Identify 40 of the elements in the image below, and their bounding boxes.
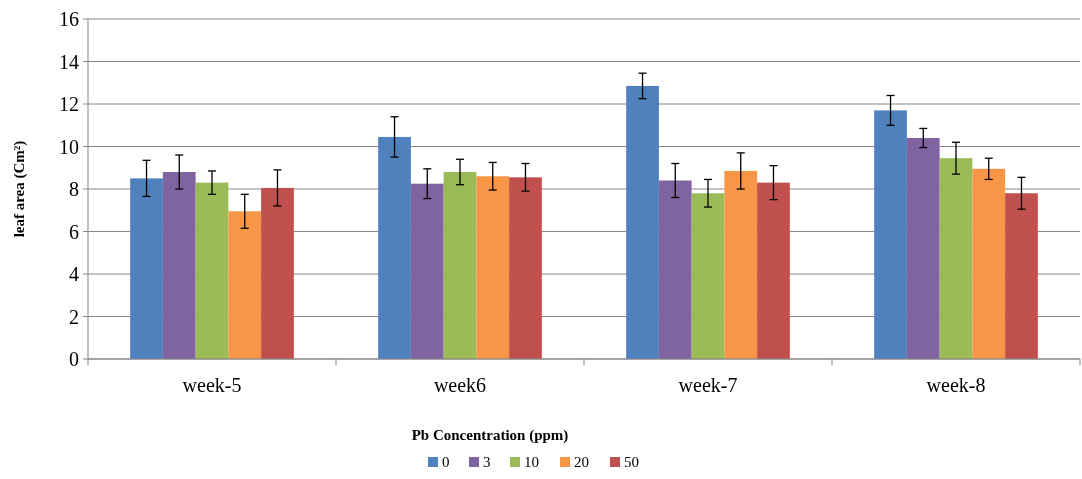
legend-label: 10 <box>524 454 539 471</box>
legend-label: 20 <box>574 454 589 471</box>
bar <box>162 172 196 359</box>
x-tick-label: week-5 <box>182 374 242 396</box>
bar <box>261 187 294 359</box>
bar <box>228 211 262 359</box>
y-axis-title: leaf area (Cm²) <box>11 140 28 238</box>
x-tick-label: week6 <box>433 374 487 396</box>
bar <box>757 182 790 359</box>
x-tick-label: week-7 <box>678 374 738 396</box>
bar <box>476 176 510 359</box>
bar <box>509 177 542 359</box>
bar <box>939 158 973 359</box>
bar <box>410 183 444 359</box>
y-tick-label: 14 <box>59 50 79 73</box>
y-tick-label: 0 <box>69 348 79 370</box>
x-axis-title: Pb Concentration (ppm) <box>411 427 569 444</box>
y-tick-label: 8 <box>69 178 79 200</box>
y-tick-label: 4 <box>69 263 79 285</box>
bar <box>443 172 477 359</box>
y-tick-label: 12 <box>59 93 79 115</box>
bar <box>195 182 229 359</box>
y-tick-label: 6 <box>69 220 79 243</box>
bar <box>724 170 758 359</box>
bar <box>378 136 411 359</box>
bar <box>658 180 692 359</box>
x-tick-label: week-8 <box>926 374 986 396</box>
bar <box>691 193 725 359</box>
bar <box>1005 193 1038 359</box>
bar <box>130 178 163 359</box>
bar <box>626 85 659 359</box>
y-tick-label: 16 <box>59 8 79 30</box>
legend-label: 50 <box>624 454 639 471</box>
bar <box>906 138 940 359</box>
bar <box>874 110 907 359</box>
legend-label: 0 <box>442 454 450 471</box>
y-tick-label: 2 <box>69 305 79 328</box>
bar <box>972 168 1006 359</box>
legend-label: 3 <box>483 454 491 471</box>
y-tick-label: 10 <box>59 135 79 158</box>
